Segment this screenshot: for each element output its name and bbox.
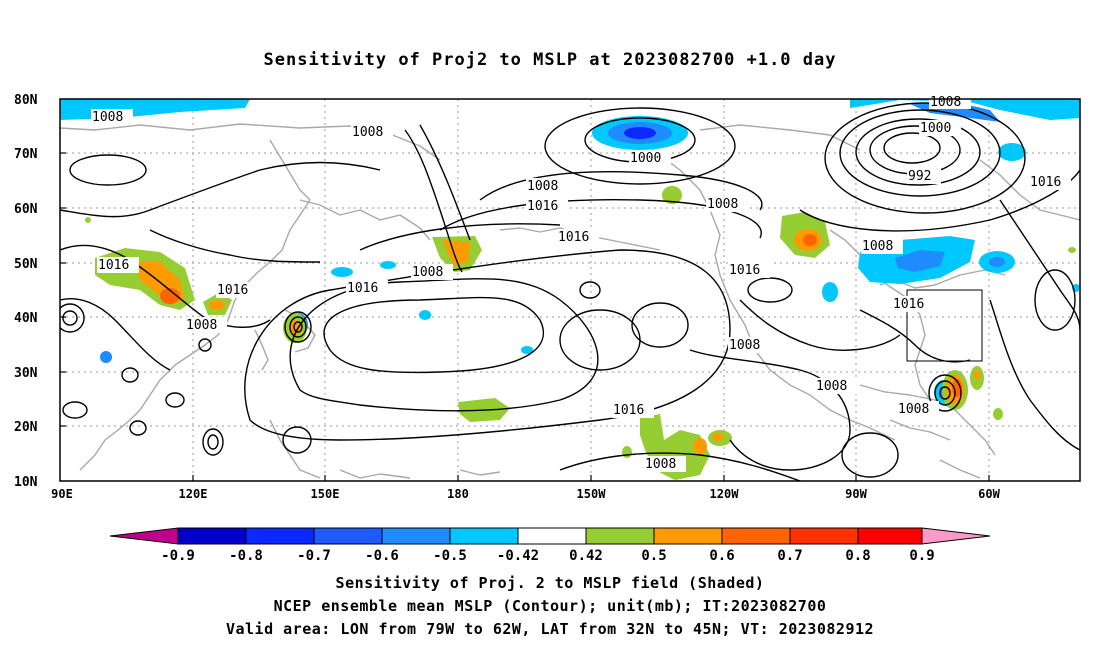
contour-label: 1008 (816, 379, 847, 394)
colorbar-cell (722, 528, 790, 544)
colorbar-cell (518, 528, 586, 544)
contour-label-layer: 1008 1008 1000 1008 1016 1008 1008 1000 … (91, 95, 1071, 472)
colorbar-cell (314, 528, 382, 544)
colorbar-cell (382, 528, 450, 544)
lat-label-70n: 70N (14, 147, 38, 162)
contour-label: 1008 (352, 125, 383, 140)
colorbar: -0.9 -0.8 -0.7 -0.6 -0.5 -0.42 0.42 0.5 … (109, 527, 991, 564)
colorbar-cell (586, 528, 654, 544)
contour-label: 1008 (527, 179, 558, 194)
contour-label: 1008 (92, 110, 123, 125)
colorbar-label: 0.8 (845, 548, 870, 564)
contour-label: 1008 (707, 197, 738, 212)
lat-label-80n: 80N (14, 93, 38, 108)
contour-label: 1016 (527, 199, 558, 214)
colorbar-label: 0.9 (909, 548, 934, 564)
gridlines (60, 99, 1080, 481)
lon-label-120e: 120E (179, 487, 208, 501)
contour-label: 1016 (1030, 175, 1061, 190)
contour-label: 1000 (630, 151, 661, 166)
contour-label: 1016 (729, 263, 760, 278)
lon-label-60w: 60W (978, 487, 1000, 501)
latitude-labels: 80N 70N 60N 50N 40N 30N 20N 10N (14, 93, 38, 490)
lat-label-40n: 40N (14, 311, 38, 326)
lon-label-180: 180 (447, 487, 469, 501)
footer-line-2: NCEP ensemble mean MSLP (Contour); unit(… (273, 597, 827, 615)
contour-label: 1008 (186, 318, 217, 333)
colorbar-label: -0.9 (161, 548, 195, 564)
valid-area-box (906, 289, 983, 362)
contour-label: 1008 (930, 95, 961, 110)
colorbar-label: -0.5 (433, 548, 467, 564)
lon-label-150e: 150E (311, 487, 340, 501)
footer-line-3: Valid area: LON from 79W to 62W, LAT fro… (225, 620, 875, 638)
lon-label-150w: 150W (577, 487, 607, 501)
plot-frame (59, 98, 1081, 482)
colorbar-label: 0.5 (641, 548, 666, 564)
contour-label: 1016 (217, 283, 248, 298)
lon-label-90e: 90E (51, 487, 73, 501)
colorbar-label: 0.7 (777, 548, 802, 564)
contour-label: 1008 (862, 239, 893, 254)
contour-label: 1016 (98, 258, 129, 273)
contour-label: 1008 (645, 457, 676, 472)
contour-label: 1016 (558, 230, 589, 245)
lat-label-30n: 30N (14, 366, 38, 381)
footer-line-1: Sensitivity of Proj. 2 to MSLP field (Sh… (335, 574, 765, 592)
mslp-contours (60, 102, 1080, 481)
tick-marks (60, 152, 990, 481)
lat-label-20n: 20N (14, 420, 38, 435)
lat-label-10n: 10N (14, 475, 38, 490)
colorbar-cell (178, 528, 246, 544)
contour-label: 1016 (613, 403, 644, 418)
contour-label: 1008 (729, 338, 760, 353)
colorbar-cell (450, 528, 518, 544)
contour-label: 992 (908, 169, 931, 184)
contour-label: 1016 (347, 281, 378, 296)
contour-label: 1016 (893, 297, 924, 312)
colorbar-cell (654, 528, 722, 544)
colorbar-label: 0.6 (709, 548, 734, 564)
lon-label-120w: 120W (710, 487, 740, 501)
longitude-labels: 90E 120E 150E 180 150W 120W 90W 60W (51, 487, 1000, 501)
colorbar-label: -0.6 (365, 548, 399, 564)
contour-label: 1000 (920, 121, 951, 136)
lat-label-60n: 60N (14, 202, 38, 217)
contour-label: 1008 (412, 265, 443, 280)
colorbar-under-triangle (110, 528, 178, 544)
colorbar-label: -0.7 (297, 548, 331, 564)
colorbar-cell (246, 528, 314, 544)
lon-label-90w: 90W (845, 487, 867, 501)
colorbar-cell (790, 528, 858, 544)
contour-label: 1008 (898, 402, 929, 417)
map-title: Sensitivity of Proj2 to MSLP at 20230827… (263, 50, 837, 70)
colorbar-label: -0.8 (229, 548, 263, 564)
colorbar-cell (858, 528, 922, 544)
colorbar-label: 0.42 (569, 548, 603, 564)
colorbar-label: -0.42 (497, 548, 539, 564)
colorbar-over-triangle (922, 528, 990, 544)
lat-label-50n: 50N (14, 257, 38, 272)
